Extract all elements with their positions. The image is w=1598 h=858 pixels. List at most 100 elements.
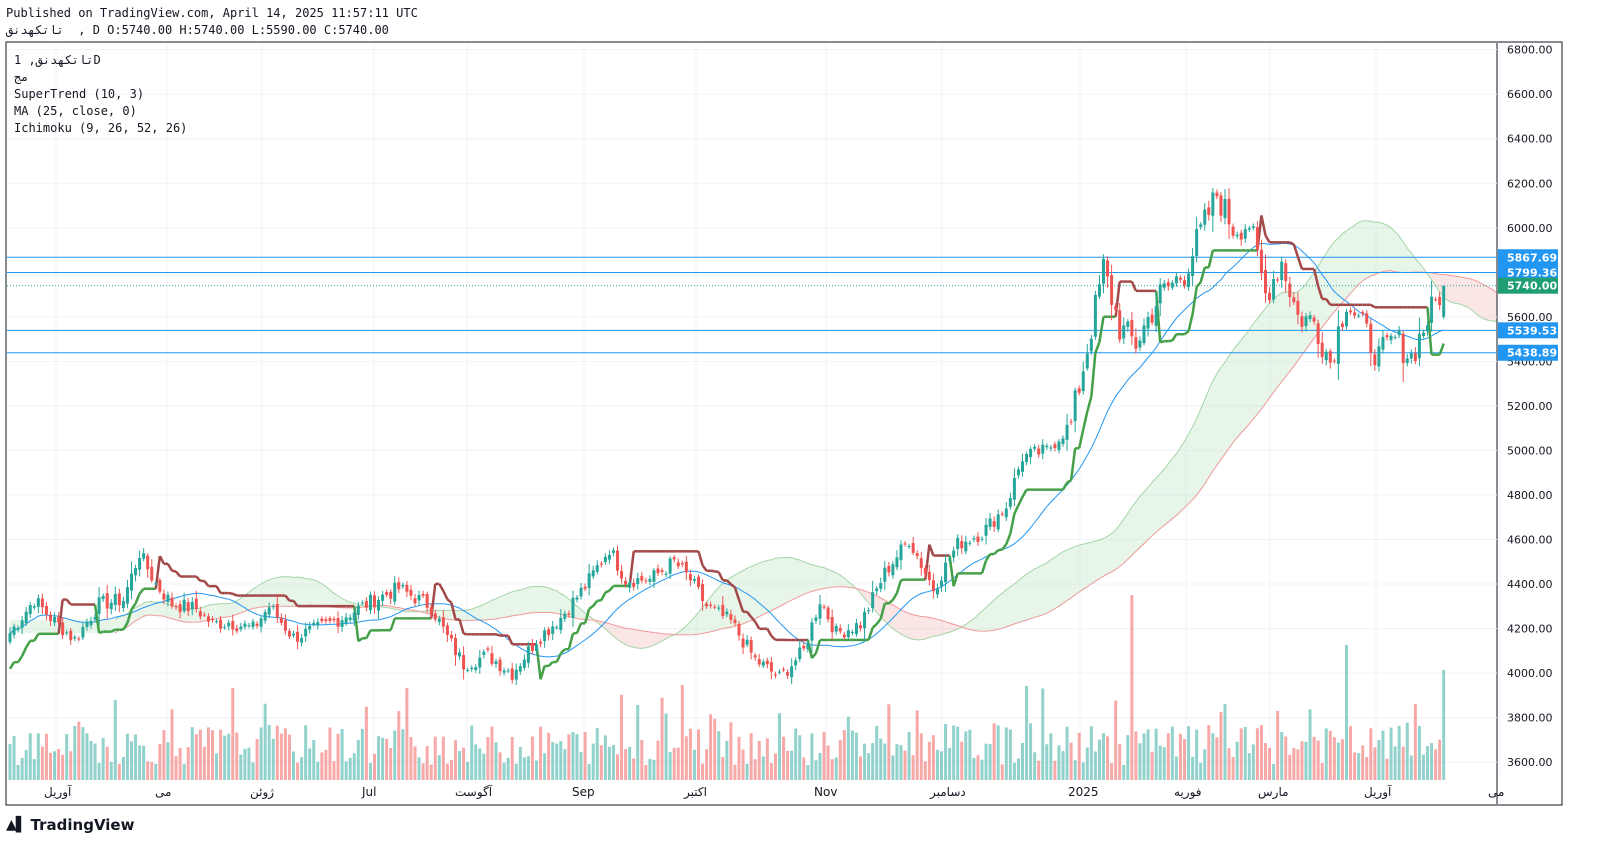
legend-symbol[interactable]: تاتکهدنق, 1D xyxy=(14,53,101,67)
cloud-segment xyxy=(135,605,140,621)
candle-body xyxy=(810,622,814,641)
cloud-segment xyxy=(516,589,521,616)
volume-bar xyxy=(948,747,952,780)
legend-ichimoku[interactable]: Ichimoku (9, 26, 52, 26) xyxy=(14,121,188,135)
volume-bar xyxy=(717,731,721,780)
legend-supertrend[interactable]: SuperTrend (10, 3) xyxy=(14,87,145,101)
candle xyxy=(409,584,413,601)
candle xyxy=(725,608,729,617)
price-tick-label: 3600.00 xyxy=(1507,756,1553,769)
candle xyxy=(44,601,48,621)
cloud-segment xyxy=(119,615,124,630)
volume-bar xyxy=(1353,752,1357,780)
supertrend-segment xyxy=(1171,333,1178,342)
cloud-segment xyxy=(1067,547,1072,601)
volume-bar xyxy=(672,747,676,780)
candle xyxy=(539,638,543,648)
volume-bar xyxy=(1417,726,1421,780)
cloud-segment xyxy=(1382,223,1387,272)
supertrend-segment xyxy=(389,617,396,631)
supertrend-segment xyxy=(984,553,992,562)
candle-body xyxy=(1264,269,1267,294)
candle xyxy=(1025,451,1029,466)
candle-body xyxy=(522,659,526,668)
volume-bar xyxy=(373,753,376,780)
cloud-segment xyxy=(479,604,484,621)
cloud-segment xyxy=(1018,577,1023,623)
cloud-segment xyxy=(281,576,286,607)
volume-bar xyxy=(1324,728,1328,780)
cloud-segment xyxy=(629,628,634,648)
candle-body xyxy=(526,646,530,663)
cloud-segment xyxy=(1322,253,1327,328)
candle-body xyxy=(57,617,61,623)
candle-body xyxy=(1223,199,1227,218)
cloud-segment xyxy=(621,627,626,645)
candle xyxy=(814,614,818,624)
cloud-segment xyxy=(1301,283,1306,355)
chart-frame xyxy=(5,41,1563,806)
volume-bar xyxy=(660,697,664,780)
legend-ma[interactable]: MA (25, close, 0) xyxy=(14,104,137,118)
candle xyxy=(109,599,113,615)
supertrend-segment xyxy=(746,611,753,618)
volume-bar xyxy=(1389,727,1393,780)
cloud-segment xyxy=(1366,220,1371,279)
cloud-segment xyxy=(921,616,926,640)
candle xyxy=(243,620,247,630)
time-tick-label: می xyxy=(1488,785,1504,799)
price-label-bg xyxy=(1498,344,1558,361)
cloud-segment xyxy=(443,610,448,620)
candle xyxy=(620,564,624,584)
candle-body xyxy=(162,593,166,600)
candle-body xyxy=(130,573,133,591)
cloud-segment xyxy=(1358,220,1363,285)
volume-bar xyxy=(1122,764,1126,780)
time-tick-label: آگوست xyxy=(455,784,493,800)
candle xyxy=(336,611,340,634)
volume-bar xyxy=(1057,745,1061,780)
price-label-text: 5867.69 xyxy=(1507,251,1557,264)
volume-bar xyxy=(1045,744,1049,780)
cloud-segment xyxy=(990,600,995,631)
candle-body xyxy=(251,621,255,627)
candle-body xyxy=(883,567,887,582)
tradingview-footer[interactable]: ▲▌ TradingView xyxy=(6,816,134,834)
candle-body xyxy=(332,618,336,621)
volume-bar xyxy=(620,694,624,780)
candle xyxy=(1097,275,1101,299)
candle xyxy=(1227,188,1231,239)
candle xyxy=(49,611,52,626)
cloud-segment xyxy=(1346,227,1351,299)
volume-bar xyxy=(125,733,129,780)
candle xyxy=(717,604,721,612)
candle xyxy=(1280,256,1284,288)
volume-bar xyxy=(1183,739,1186,780)
cloud-segment xyxy=(1310,272,1315,344)
volume-bar xyxy=(1373,747,1377,780)
supertrend-segment xyxy=(215,585,222,594)
candle xyxy=(385,589,389,598)
candle xyxy=(482,649,486,659)
candle-body xyxy=(263,611,267,621)
candle-body xyxy=(1089,338,1093,352)
candle xyxy=(69,627,73,645)
supertrend-segment xyxy=(1199,267,1206,283)
candle xyxy=(668,556,672,579)
candle xyxy=(1304,313,1308,332)
cloud-segment xyxy=(1407,248,1412,273)
candle-body xyxy=(425,593,429,608)
candle xyxy=(903,541,907,547)
cloud-segment xyxy=(1480,282,1485,320)
cloud-segment xyxy=(317,581,322,606)
supertrend-segment xyxy=(600,591,607,601)
supertrend-segment xyxy=(1086,396,1093,412)
cloud-segment xyxy=(605,622,610,633)
volume-bar xyxy=(1178,733,1182,780)
candle xyxy=(1413,347,1417,365)
volume-bar xyxy=(749,733,753,780)
candle-body xyxy=(510,668,514,680)
volume-bar xyxy=(1008,729,1012,780)
candle xyxy=(733,615,737,627)
